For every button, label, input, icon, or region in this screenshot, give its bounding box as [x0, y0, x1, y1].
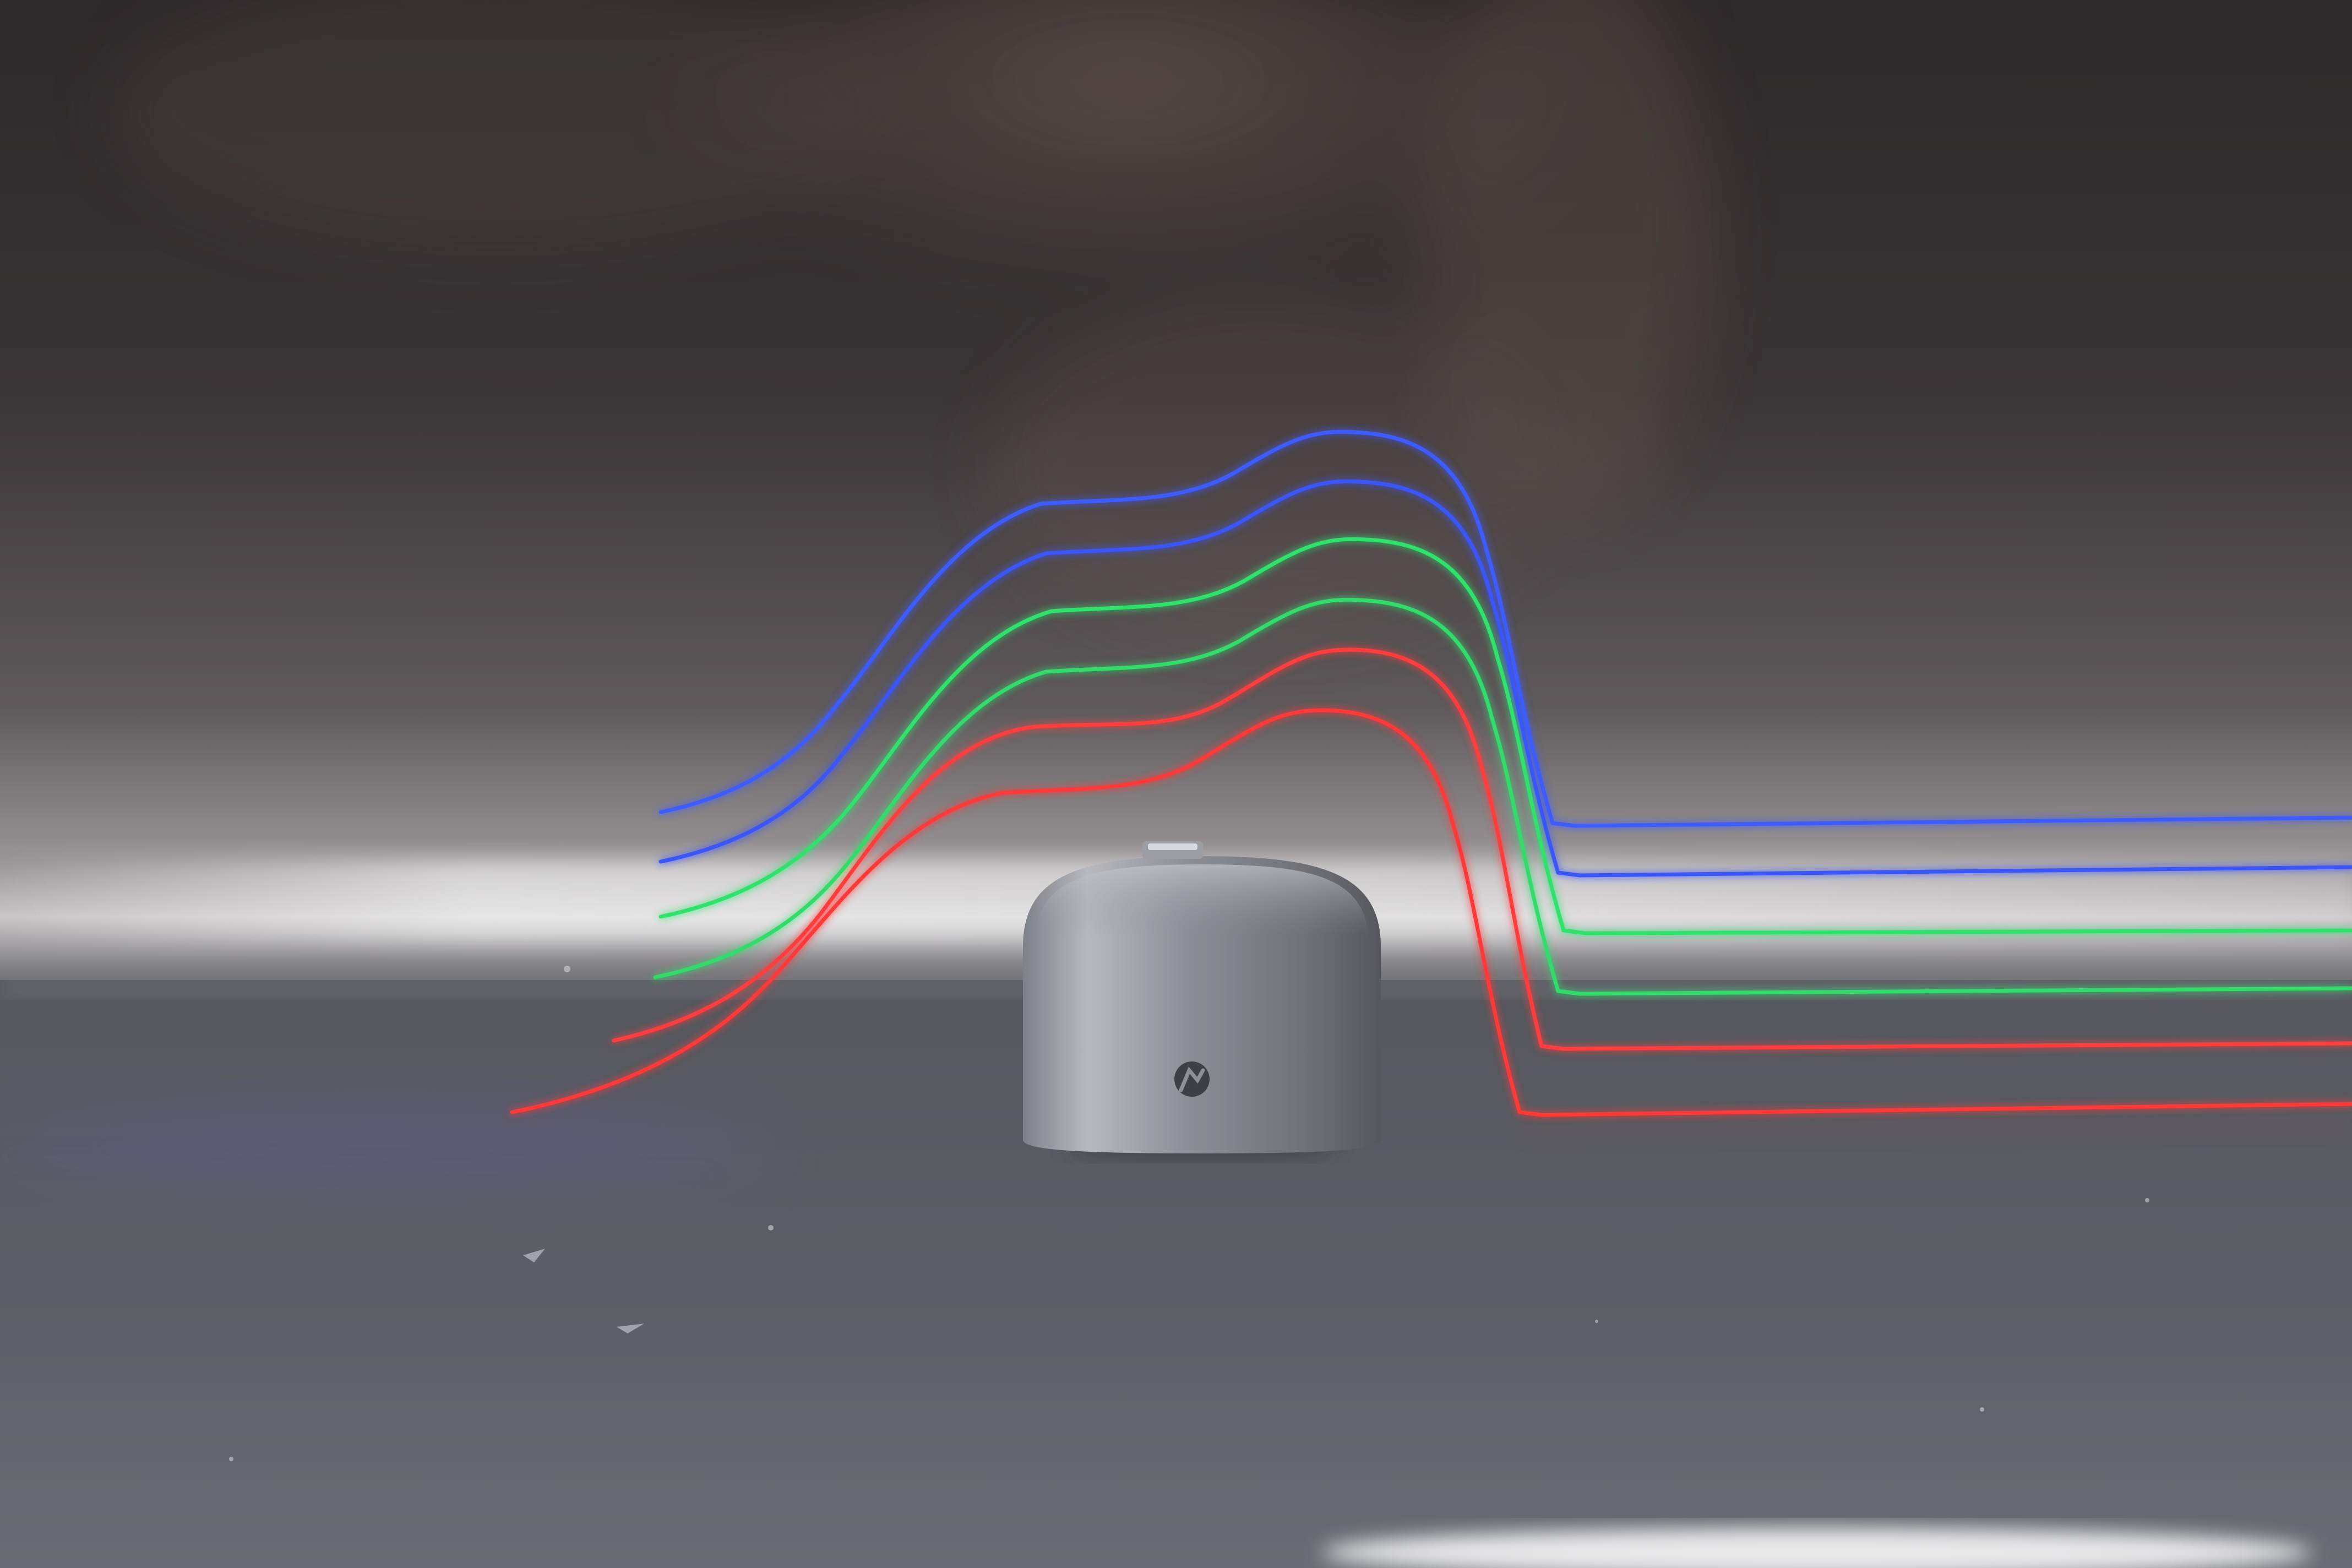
- dome-sensor: [1023, 841, 1381, 1159]
- logo-icon: [1174, 1061, 1210, 1097]
